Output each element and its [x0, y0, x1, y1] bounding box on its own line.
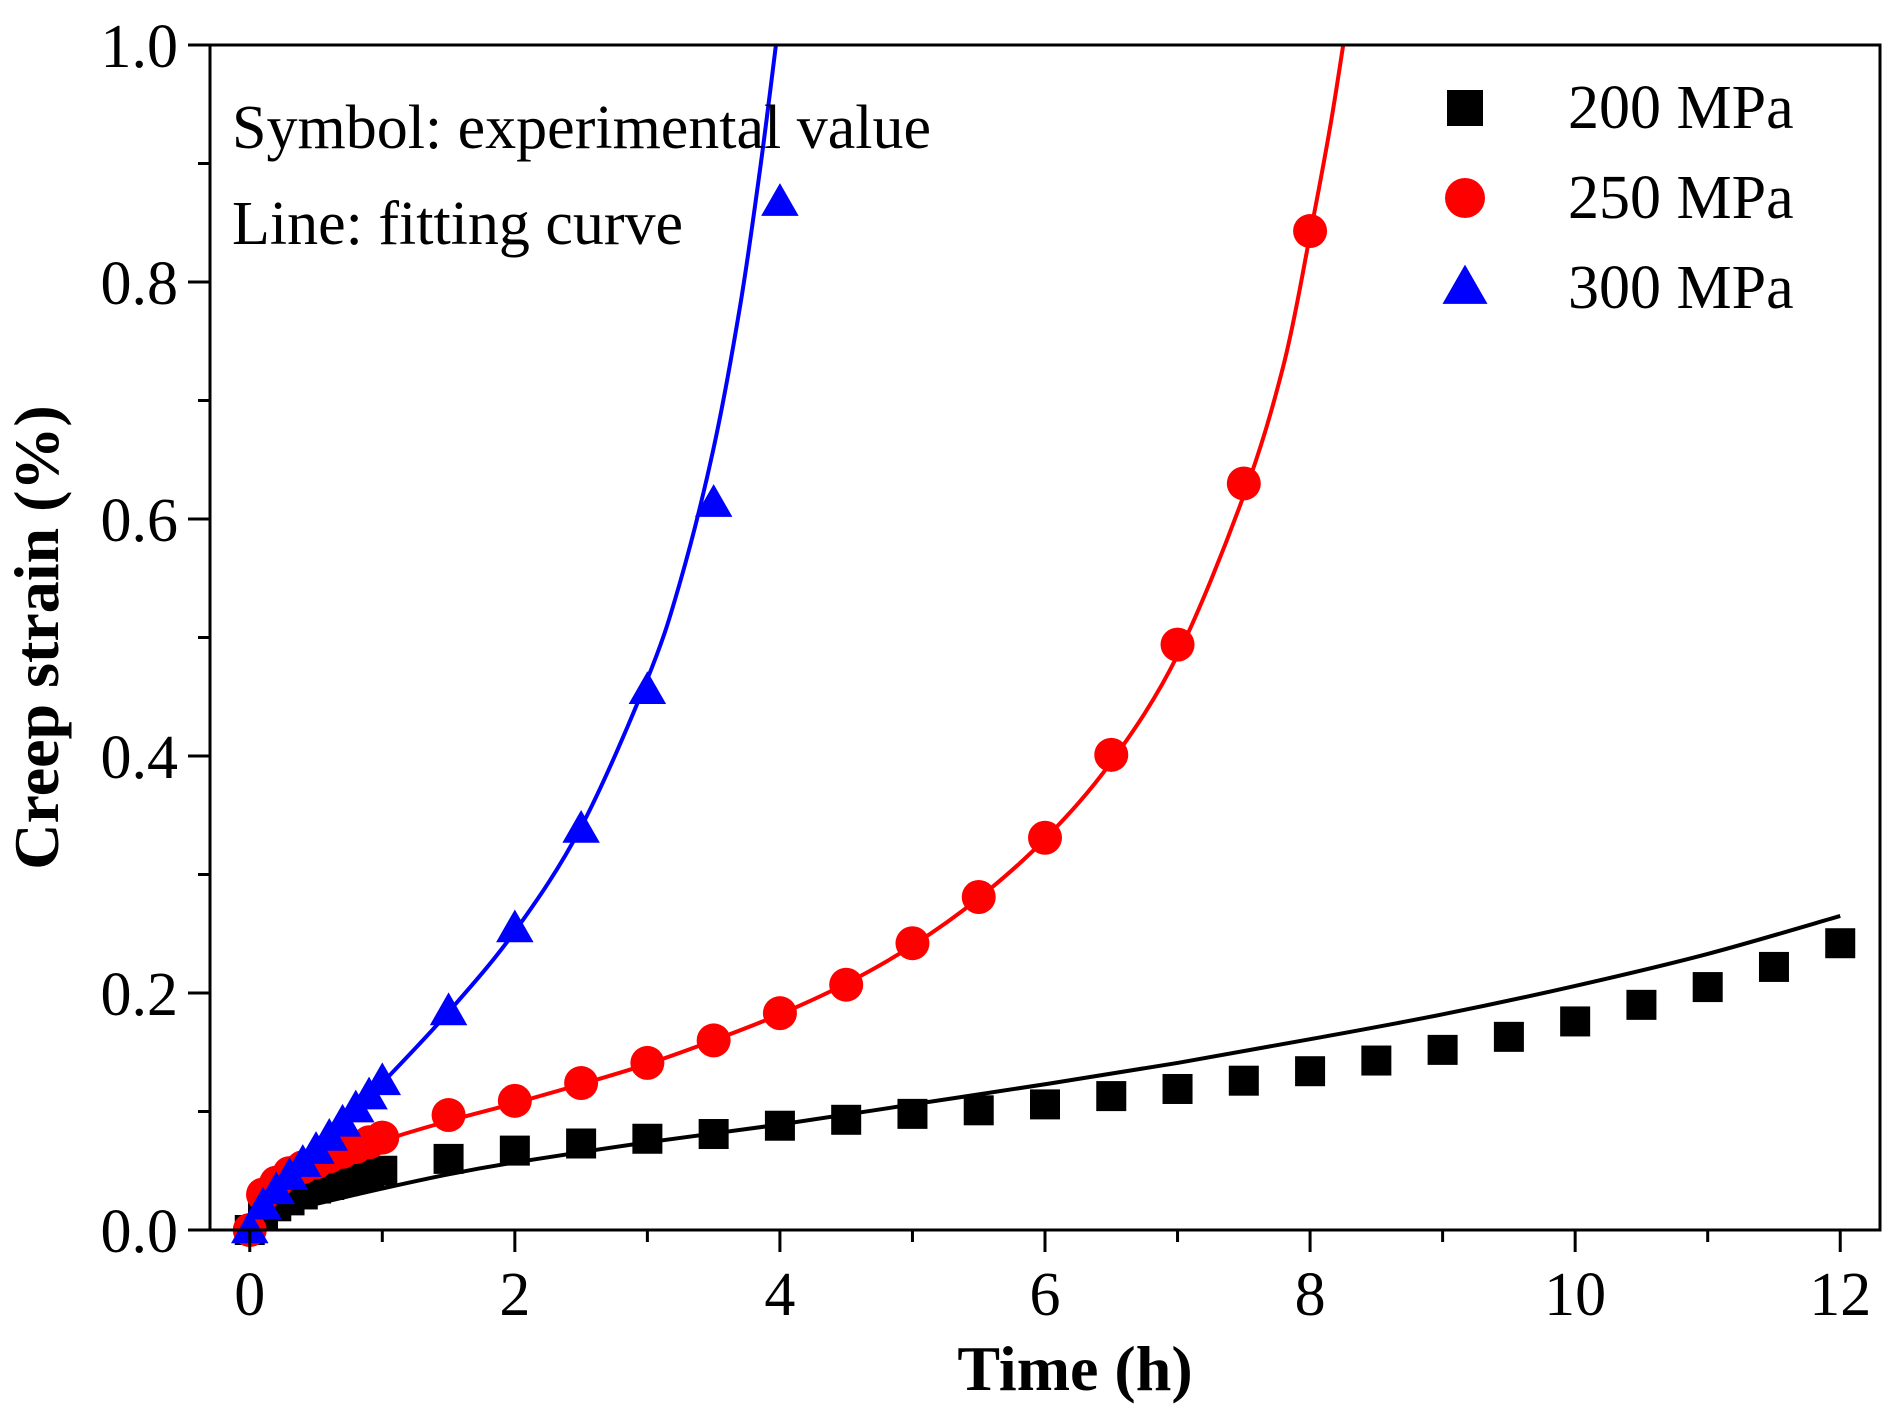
data-point-250-mpa: [497, 1083, 532, 1118]
data-point-200-mpa: [1560, 1006, 1591, 1037]
data-point-200-mpa: [831, 1104, 862, 1135]
data-point-200-mpa: [1692, 972, 1723, 1003]
data-point-200-mpa: [1295, 1056, 1326, 1087]
data-point-250-mpa: [961, 880, 996, 915]
annotations: Symbol: experimental value Line: fitting …: [232, 94, 931, 258]
data-point-250-mpa: [696, 1023, 731, 1058]
data-point-200-mpa: [1030, 1089, 1060, 1120]
y-tick-label: 0.6: [101, 487, 179, 555]
x-axis-title: Time (h): [957, 1333, 1192, 1404]
legend-label-200-mpa: 200 MPa: [1568, 74, 1794, 142]
data-point-300-mpa: [496, 909, 534, 943]
data-point-300-mpa: [761, 183, 799, 216]
data-point-250-mpa: [1160, 627, 1195, 662]
data-point-200-mpa: [632, 1123, 663, 1154]
data-point-250-mpa: [1226, 466, 1261, 501]
legend-label-250-mpa: 250 MPa: [1568, 164, 1794, 232]
data-point-200-mpa: [764, 1110, 795, 1141]
data-point-250-mpa: [1094, 737, 1129, 772]
data-point-200-mpa: [1162, 1073, 1193, 1104]
data-point-200-mpa: [1096, 1081, 1127, 1112]
annotation-line: Line: fitting curve: [232, 190, 683, 258]
data-point-200-mpa: [698, 1119, 729, 1150]
legend-label-300-mpa: 300 MPa: [1568, 254, 1794, 322]
x-tick-label: 10: [1544, 1261, 1606, 1329]
x-tick-label: 0: [234, 1261, 265, 1329]
x-tick-label: 4: [764, 1261, 795, 1329]
data-point-200-mpa: [566, 1128, 597, 1159]
data-point-200-mpa: [499, 1135, 530, 1166]
x-tick-label: 8: [1295, 1261, 1326, 1329]
axes: 0 2 4 6 8 10 12 0.0 0.2 0.4 0.6 0.8 1.0 Time (h) Creep…: [1, 13, 1882, 1404]
y-tick-label: 0.4: [101, 724, 179, 792]
data-point-250-mpa: [895, 926, 930, 961]
data-point-300-mpa: [694, 484, 733, 517]
data-point-200-mpa: [1493, 1021, 1524, 1052]
x-tick-label: 6: [1030, 1261, 1061, 1329]
data-point-300-mpa: [363, 1062, 402, 1096]
data-point-250-mpa: [564, 1066, 599, 1101]
legend: 200 MPa 250 MPa 300 MPa: [1442, 74, 1794, 322]
y-tick-label: 1.0: [101, 13, 179, 81]
data-point-250-mpa: [829, 967, 864, 1002]
y-tick-label: 0.8: [101, 250, 179, 318]
data-point-200-mpa: [1361, 1045, 1392, 1076]
annotation-symbol: Symbol: experimental value: [232, 94, 931, 162]
data-point-250-mpa: [365, 1120, 400, 1155]
data-point-200-mpa: [1427, 1034, 1458, 1065]
y-tick-label: 0.0: [101, 1198, 179, 1266]
data-point-200-mpa: [367, 1155, 398, 1186]
data-point-200-mpa: [963, 1095, 994, 1126]
data-point-200-mpa: [897, 1098, 928, 1129]
experimental-markers: [231, 183, 1856, 1247]
x-tick-label: 2: [499, 1261, 530, 1329]
data-point-300-mpa: [231, 1210, 269, 1244]
data-point-300-mpa: [562, 809, 600, 843]
data-point-250-mpa: [630, 1045, 665, 1080]
y-tick-label: 0.2: [101, 961, 179, 1029]
data-point-250-mpa: [431, 1098, 466, 1133]
data-point-200-mpa: [1626, 989, 1657, 1020]
legend-marker-250-mpa: [1445, 178, 1485, 218]
x-tick-label: 12: [1809, 1261, 1871, 1329]
legend-marker-200-mpa: [1447, 90, 1483, 126]
legend-marker-300-mpa: [1442, 264, 1488, 304]
data-point-200-mpa: [1825, 928, 1856, 959]
data-point-250-mpa: [762, 996, 797, 1031]
data-point-300-mpa: [429, 992, 468, 1026]
y-axis-title: Creep strain (%): [1, 405, 72, 870]
data-point-200-mpa: [1228, 1065, 1259, 1096]
data-point-250-mpa: [1293, 214, 1328, 249]
data-point-200-mpa: [1758, 951, 1789, 982]
data-point-300-mpa: [628, 671, 667, 705]
data-point-200-mpa: [433, 1143, 464, 1174]
data-point-250-mpa: [1028, 820, 1062, 855]
